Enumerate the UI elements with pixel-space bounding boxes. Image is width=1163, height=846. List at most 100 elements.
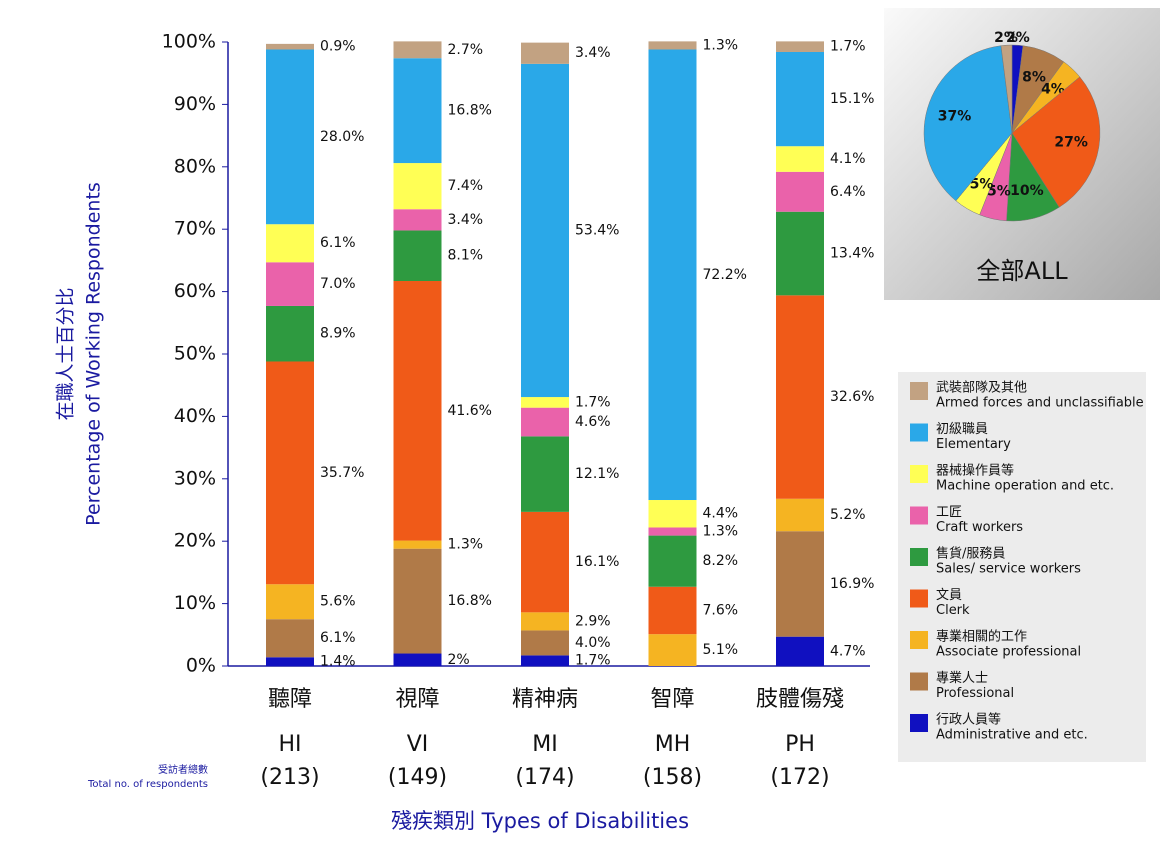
legend-label: Associate professional [936,645,1081,660]
value-label: 1.4% [320,654,356,670]
value-label: 1.7% [830,39,866,55]
value-label: 3.4% [575,45,611,61]
respondents-label: Total no. of respondents [87,779,208,790]
value-label: 72.2% [703,267,747,283]
legend-swatch [910,548,928,566]
pie-slice [923,45,1013,202]
bar-segment [393,280,442,541]
pie-label: 10% [1010,183,1044,199]
value-label: 1.7% [575,653,611,669]
value-label: 8.2% [703,553,739,569]
legend-label: Clerk [936,603,970,618]
pie-label: 5% [987,183,1011,199]
bar-segment [521,407,569,437]
x-tick-label-zh: 肢體傷殘 [756,687,844,712]
y-tick-label: 50% [174,343,216,365]
x-label: 殘疾類別 Types of Disabilities [391,809,689,833]
bar-segment [393,163,442,210]
y-tick-label: 60% [174,280,216,302]
value-label: 16.9% [830,576,874,592]
x-tick-label: HI [278,732,301,757]
pie-label: 27% [1054,134,1088,150]
value-label: 6.1% [320,630,356,646]
respondents: (174) [515,765,574,790]
value-label: 3.4% [448,212,484,228]
value-label: 4.6% [575,414,611,430]
x-tick-label: VI [407,732,429,757]
legend-panel [898,372,1146,762]
bar-segment [521,511,569,613]
value-label: 0.9% [320,39,356,55]
value-label: 4.7% [830,643,866,659]
value-label: 1.3% [448,537,484,553]
value-label: 35.7% [320,465,364,481]
value-label: 41.6% [448,403,492,419]
value-label: 13.4% [830,246,874,262]
value-label: 1.7% [575,394,611,410]
value-label: 7.0% [320,276,356,292]
legend-label-zh: 初級職員 [936,422,988,437]
pie-label: 37% [938,108,972,124]
value-label: 16.8% [448,103,492,119]
legend-label: Armed forces and unclassifiable [936,396,1144,411]
bar-segment [648,634,697,666]
bar-segment [521,655,569,666]
bar-segment [521,397,569,408]
x-tick-label-zh: 精神病 [512,687,578,712]
y-tick-label: 70% [174,218,216,240]
value-label: 28.0% [320,129,364,145]
bar-segment [521,42,569,64]
y-tick-label: 30% [174,467,216,489]
legend-label-zh: 行政人員等 [936,712,1001,728]
bar-segment [776,498,824,532]
y-label: Percentage of Working Respondents [83,182,105,526]
bar-segment [266,49,314,225]
bar-segment [393,230,442,281]
bar-segment [393,209,442,231]
legend-label: Professional [936,686,1014,701]
value-label: 5.2% [830,507,866,523]
bar-segment [648,527,697,536]
legend-label-zh: 器械操作員等 [936,463,1014,479]
legend-label: Elementary [936,437,1011,452]
value-label: 4.0% [575,635,611,651]
value-label: 7.4% [448,178,484,194]
bar-segment [776,171,824,212]
legend-swatch [910,382,928,400]
legend-label: Sales/ service workers [936,562,1081,577]
respondents: (149) [388,765,447,790]
value-label: 8.1% [448,248,484,264]
pie-slice [1011,76,1101,208]
bar-segment [393,41,442,59]
y-tick-label: 100% [162,31,216,53]
value-label: 2.7% [448,42,484,58]
bar-segment [266,657,314,666]
legend-swatch [910,589,928,608]
bar-segment [776,146,824,172]
bar-segment [393,58,442,164]
respondents: (172) [770,765,829,790]
bar-segment [266,619,314,658]
respondents-label-zh: 受訪者總數 [158,763,208,776]
value-label: 4.1% [830,151,866,167]
bar-segment [266,262,314,306]
y-label-zh: 在職人士百分比 [55,287,77,420]
pie-label: 8% [1022,69,1046,85]
legend-label-zh: 售貨/服務員 [936,546,1005,562]
legend-swatch [910,631,928,649]
legend-label: Machine operation and etc. [936,479,1114,494]
value-label: 6.4% [830,184,866,200]
value-label: 2.9% [575,613,611,629]
bar-segment [393,540,442,549]
pie-label: 4% [1041,81,1065,97]
value-label: 53.4% [575,222,619,238]
x-tick-label: MI [532,732,557,757]
value-label: 4.4% [703,506,739,522]
bar-segment [266,361,314,585]
bar-segment [521,630,569,656]
bar-segment [776,51,824,147]
pie-label: 2% [1006,30,1030,46]
y-tick-label: 0% [186,655,216,677]
legend-label: Administrative and etc. [936,728,1088,743]
